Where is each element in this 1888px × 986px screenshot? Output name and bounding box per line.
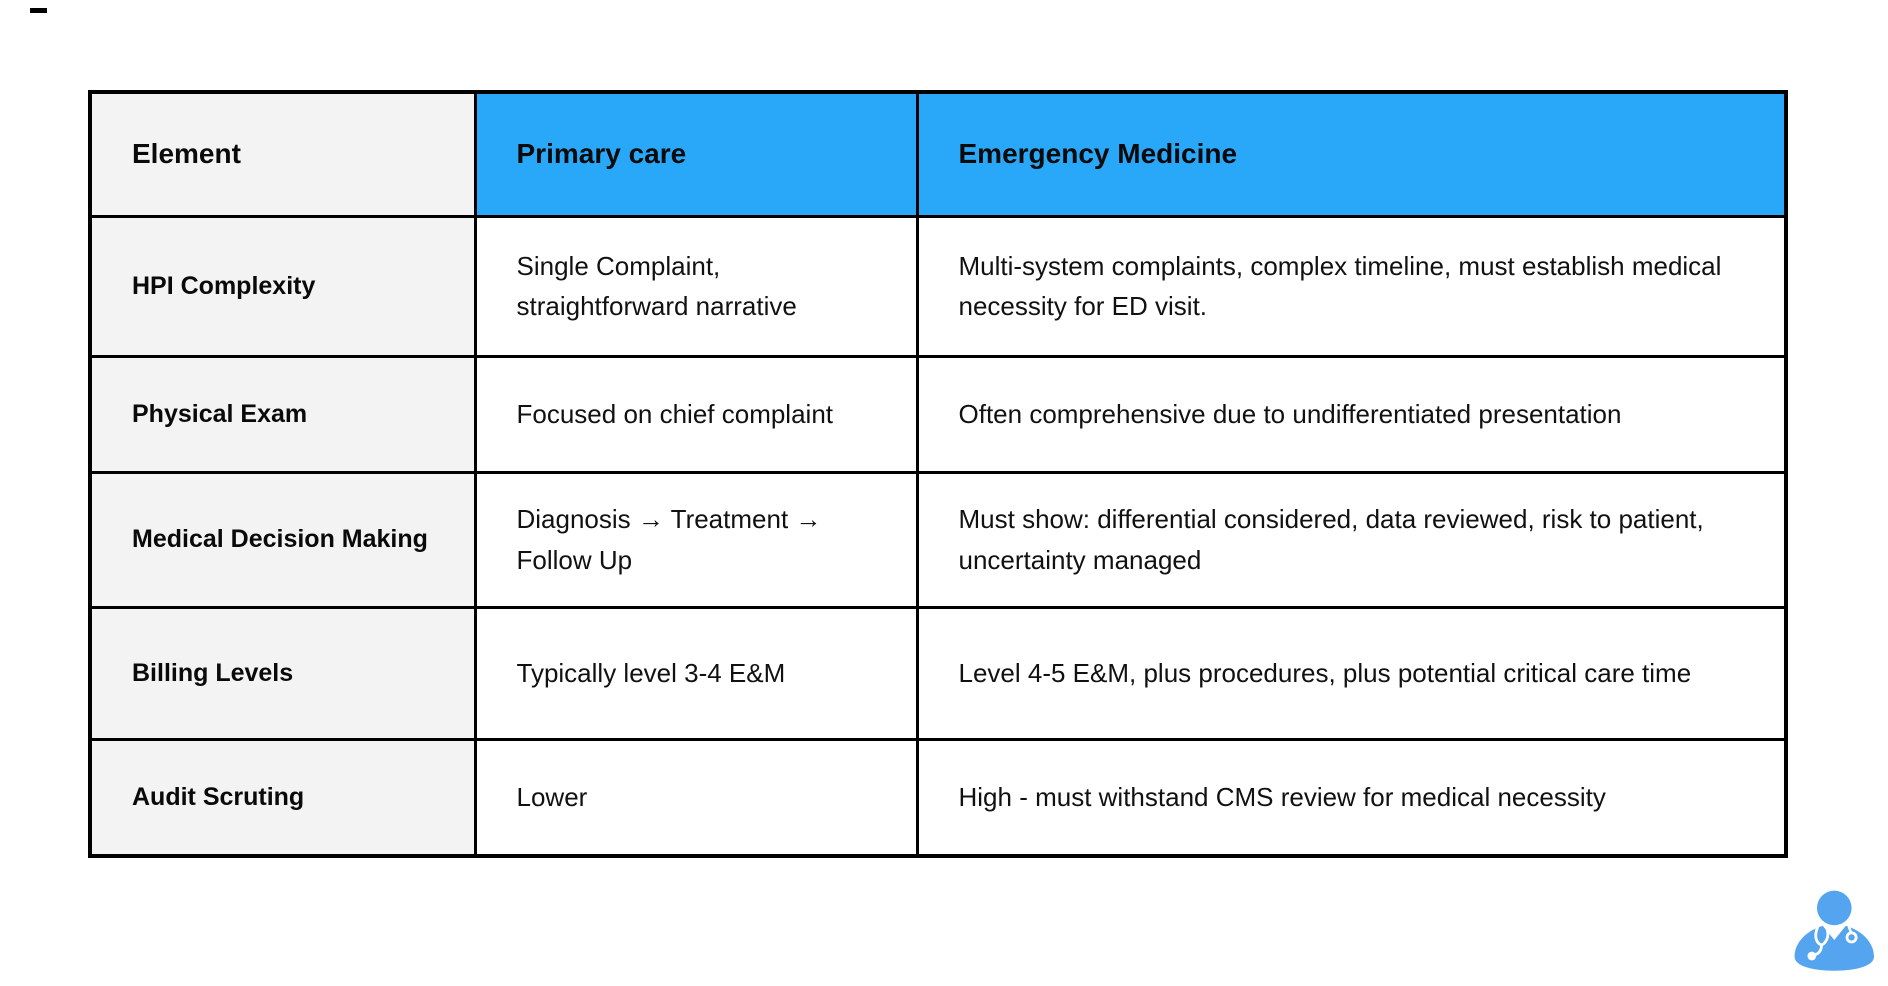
cell-exam-emergency-medicine: Often comprehensive due to undifferentia…	[915, 354, 1788, 474]
row-label-physical-exam: Physical Exam	[88, 354, 477, 474]
table-row: HPI Complexity Single Complaint, straigh…	[88, 214, 1788, 358]
cell-billing-primary-care: Typically level 3-4 E&M	[473, 605, 919, 741]
cell-hpi-primary-care: Single Complaint, straightforward narrat…	[473, 214, 919, 358]
table-row: Billing Levels Typically level 3-4 E&M L…	[88, 605, 1788, 741]
cell-audit-primary-care: Lower	[473, 737, 919, 858]
table-row: Physical Exam Focused on chief complaint…	[88, 354, 1788, 474]
cell-mdm-primary-care: Diagnosis → Treatment → Follow Up	[473, 470, 919, 609]
doctor-icon-svg	[1794, 890, 1874, 971]
table-header-row: Element Primary care Emergency Medicine	[88, 90, 1788, 218]
cell-audit-emergency-medicine: High - must withstand CMS review for med…	[915, 737, 1788, 858]
header-cell-primary-care: Primary care	[473, 90, 919, 218]
comparison-table: Element Primary care Emergency Medicine …	[88, 90, 1788, 858]
row-label-medical-decision-making: Medical Decision Making	[88, 470, 477, 609]
cell-hpi-emergency-medicine: Multi-system complaints, complex timelin…	[915, 214, 1788, 358]
cell-mdm-emergency-medicine: Must show: differential considered, data…	[915, 470, 1788, 609]
cell-billing-emergency-medicine: Level 4-5 E&M, plus procedures, plus pot…	[915, 605, 1788, 741]
corner-artifact	[30, 8, 47, 13]
table-row: Medical Decision Making Diagnosis → Trea…	[88, 470, 1788, 609]
doctor-icon	[1792, 888, 1874, 974]
row-label-hpi-complexity: HPI Complexity	[88, 214, 477, 358]
row-label-audit-scruting: Audit Scruting	[88, 737, 477, 858]
table-row: Audit Scruting Lower High - must withsta…	[88, 737, 1788, 858]
row-label-billing-levels: Billing Levels	[88, 605, 477, 741]
header-cell-emergency-medicine: Emergency Medicine	[915, 90, 1788, 218]
header-cell-element: Element	[88, 90, 477, 218]
cell-exam-primary-care: Focused on chief complaint	[473, 354, 919, 474]
